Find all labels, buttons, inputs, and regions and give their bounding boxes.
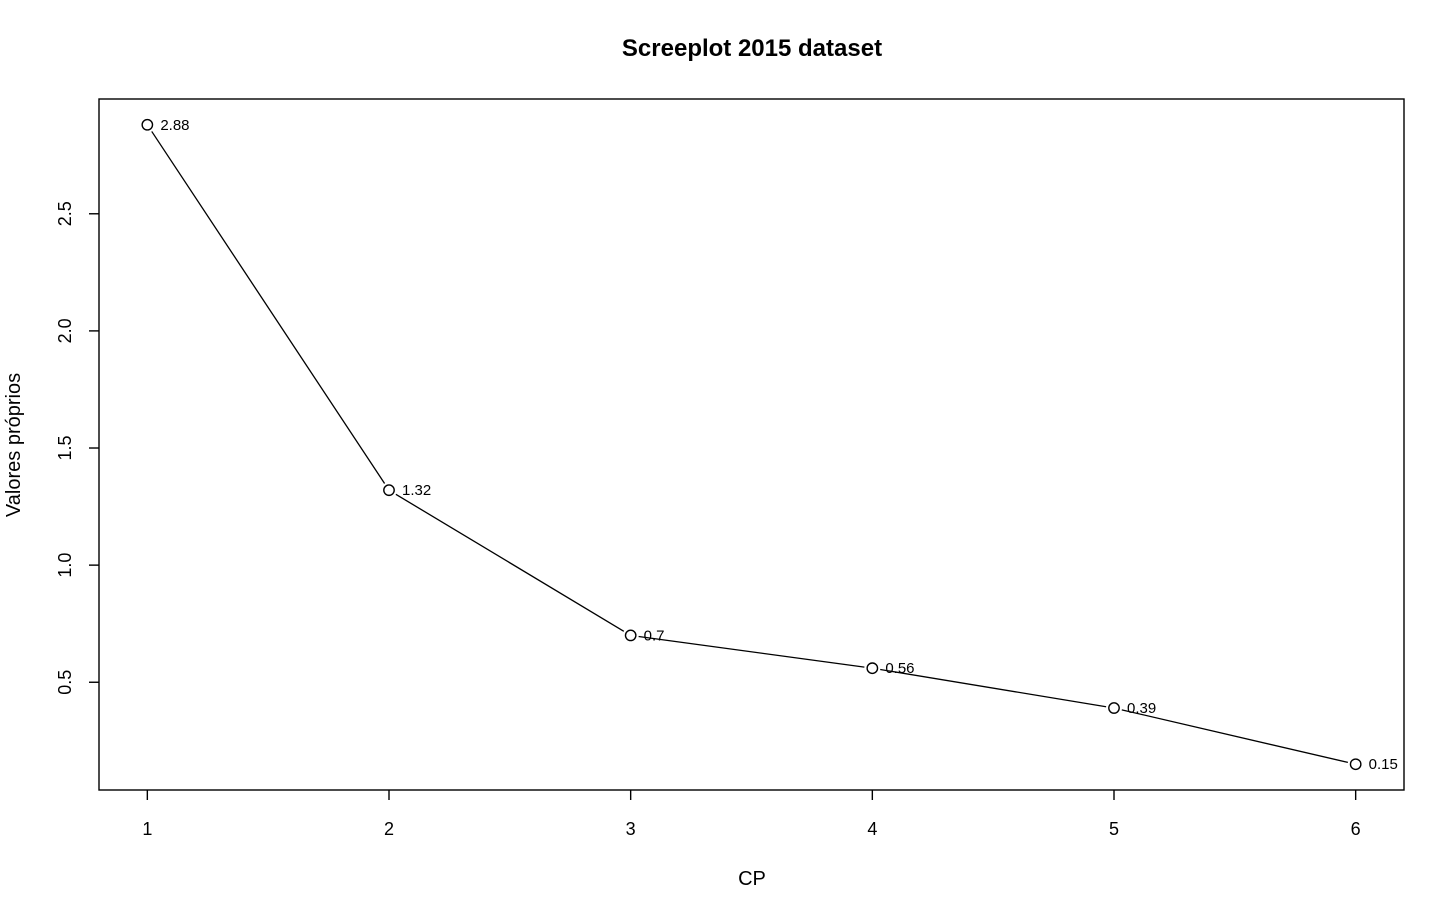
series-line-segment [151, 131, 386, 484]
series-line-segment [880, 668, 1107, 708]
data-point-label: 0.15 [1369, 756, 1398, 773]
series-line-segment [395, 493, 625, 632]
y-tick-label: 1.5 [55, 435, 75, 460]
data-point [141, 118, 154, 131]
x-tick-label: 1 [142, 819, 152, 839]
x-tick-label: 2 [384, 819, 394, 839]
data-point-label: 0.39 [1127, 700, 1156, 717]
data-point-label: 2.88 [160, 117, 189, 134]
y-tick-label: 2.5 [55, 201, 75, 226]
data-point [383, 484, 395, 497]
y-axis-label: Valores próprios [3, 373, 25, 517]
x-tick-label: 4 [867, 819, 877, 839]
x-tick-label: 6 [1351, 819, 1361, 839]
series-line-segment [638, 635, 865, 668]
data-point [1108, 702, 1120, 714]
data-point-label: 1.32 [402, 482, 431, 499]
y-tick-label: 1.0 [55, 553, 75, 578]
data-point [866, 662, 879, 675]
y-tick-label: 0.5 [55, 670, 75, 695]
x-axis-label: CP [738, 868, 766, 890]
data-point [624, 629, 637, 642]
data-point-label: 0.56 [885, 660, 914, 677]
y-tick-label: 2.0 [55, 318, 75, 343]
chart-title: Screeplot 2015 dataset [622, 35, 882, 62]
plot-area: 1 2 3 4 5 6 0.5 1.0 1.5 2.0 2.5 2.88 1.32 0.7 0.56 0.39… [55, 98, 1405, 839]
plot-box [98, 98, 1405, 791]
series-line-segment [1121, 709, 1349, 764]
data-point-label: 0.7 [644, 627, 665, 644]
x-tick-label: 5 [1109, 819, 1119, 839]
x-tick-label: 3 [626, 819, 636, 839]
data-point [1349, 758, 1362, 771]
